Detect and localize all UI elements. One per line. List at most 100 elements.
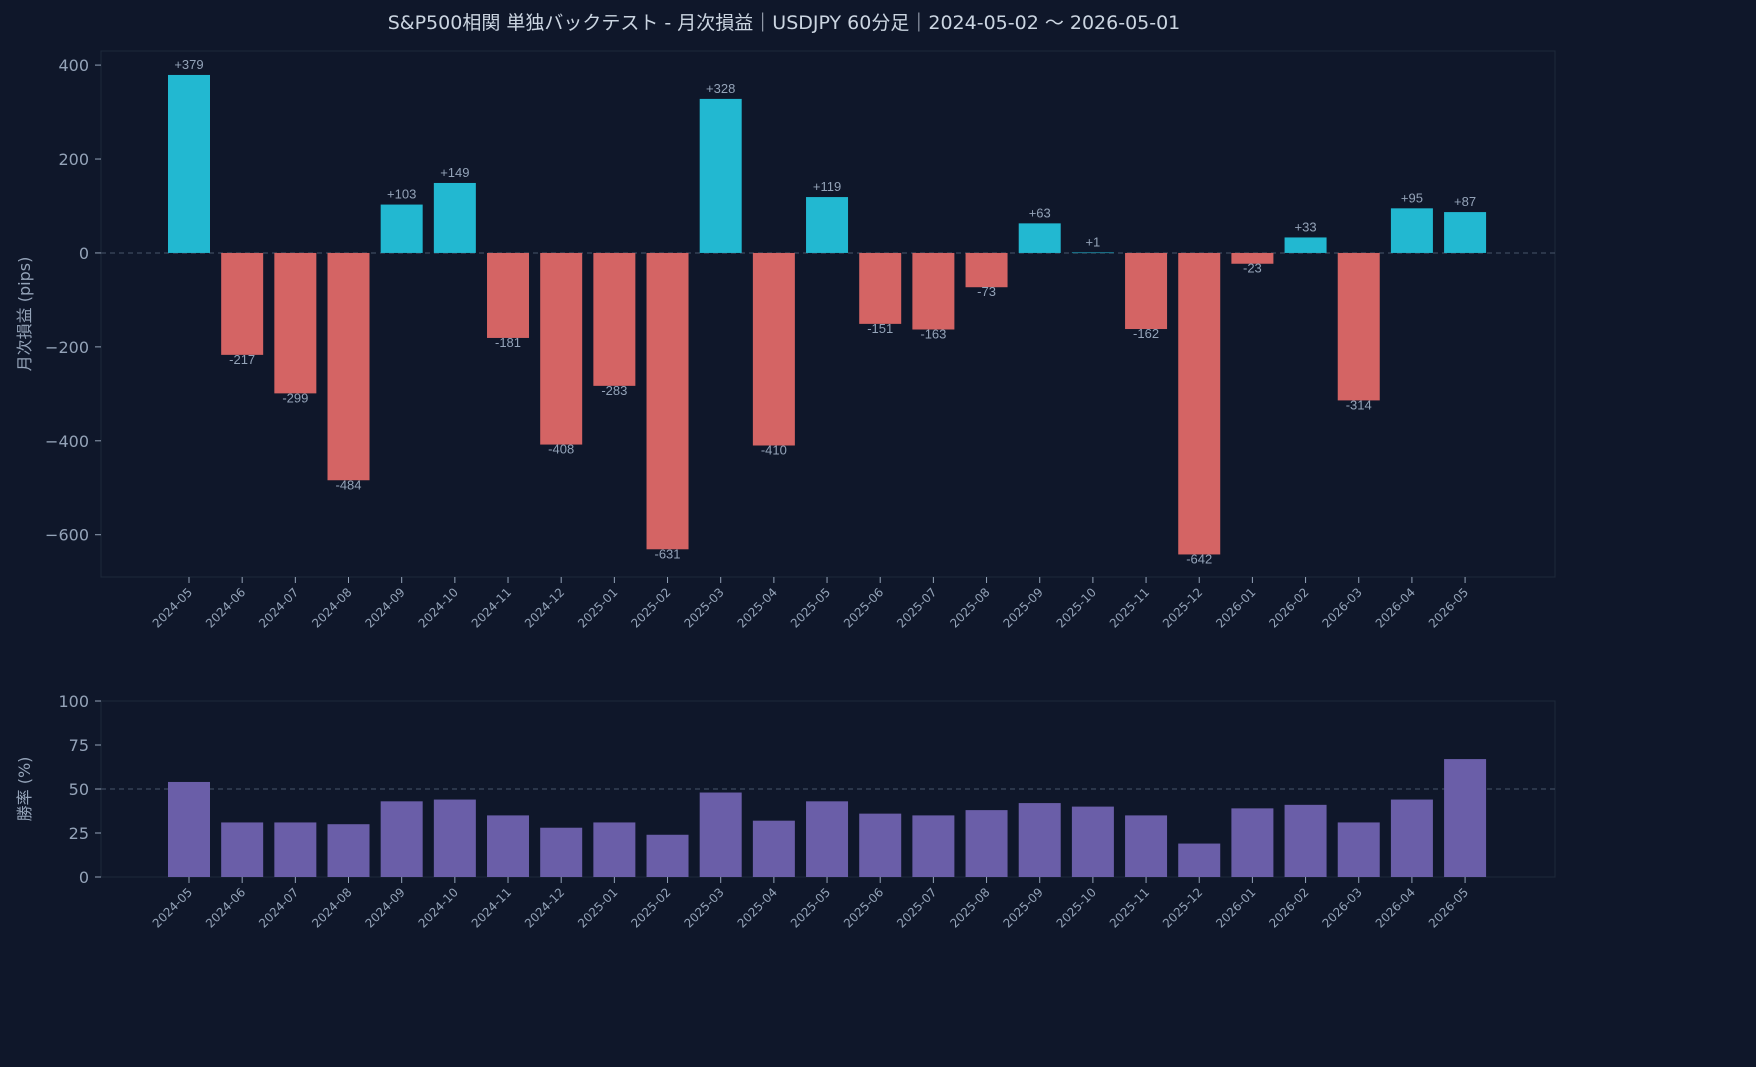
pnl-bar: [1178, 252, 1221, 555]
pnl-bar: [593, 252, 636, 386]
winrate-xtick-label: 2025-05: [788, 885, 833, 930]
pnl-xtick-label: 2025-02: [628, 585, 673, 630]
chart-svg: 400 200 0 −200 −400 −600 月次損益 (pips) +379 2024-0…: [15, 50, 1556, 931]
pnl-bar: [221, 252, 264, 355]
pnl-bar: [965, 252, 1008, 288]
pnl-ytick-label: −600: [45, 526, 89, 545]
winrate-xtick-label: 2025-01: [575, 885, 620, 930]
pnl-ytick-label: −400: [45, 432, 89, 451]
winrate-xtick-label: 2026-04: [1373, 885, 1418, 930]
winrate-bar: [646, 834, 689, 877]
chart-root: S&P500相関 単独バックテスト - 月次損益｜USDJPY 60分足｜202…: [15, 12, 1556, 931]
winrate-bar: [593, 822, 636, 877]
chart-title: S&P500相関 単独バックテスト - 月次損益｜USDJPY 60分足｜202…: [387, 12, 1181, 34]
winrate-bar: [221, 822, 264, 877]
pnl-data-label: -217: [229, 352, 255, 367]
winrate-bar: [540, 827, 583, 877]
pnl-data-label: -283: [601, 383, 627, 398]
pnl-bar: [380, 204, 423, 253]
pnl-xtick-label: 2025-04: [735, 585, 780, 630]
pnl-xtick-label: 2025-12: [1160, 585, 1205, 630]
winrate-xtick-label: 2026-01: [1213, 885, 1258, 930]
pnl-data-label: +95: [1401, 190, 1423, 205]
pnl-xtick-label: 2024-11: [469, 585, 514, 630]
winrate-bar: [1071, 806, 1114, 877]
winrate-xtick-label: 2025-02: [628, 885, 673, 930]
winrate-bar: [1178, 843, 1221, 877]
winrate-xtick-label: 2025-08: [947, 885, 992, 930]
pnl-data-label: +149: [440, 165, 469, 180]
pnl-data-label: +1: [1085, 234, 1100, 249]
pnl-xtick-label: 2024-07: [256, 585, 301, 630]
winrate-bar: [752, 820, 795, 877]
winrate-xtick-label: 2024-09: [362, 885, 407, 930]
pnl-bar: [1231, 252, 1274, 264]
winrate-xtick-label: 2026-02: [1266, 885, 1311, 930]
pnl-bar: [752, 252, 795, 446]
pnl-xtick-label: 2025-06: [841, 585, 886, 630]
winrate-ylabel: 勝率 (%): [15, 757, 34, 822]
pnl-data-label: -408: [548, 442, 574, 457]
pnl-data-label: +87: [1454, 194, 1476, 209]
pnl-xtick-label: 2026-03: [1320, 585, 1365, 630]
winrate-bar: [912, 815, 955, 877]
pnl-data-label: -163: [920, 326, 946, 341]
pnl-data-label: +379: [174, 57, 203, 72]
pnl-xtick-label: 2025-03: [681, 585, 726, 630]
pnl-data-label: -151: [867, 321, 893, 336]
winrate-bar: [1231, 808, 1274, 877]
pnl-xtick-label: 2025-10: [1054, 585, 1099, 630]
winrate-xtick-label: 2024-07: [256, 885, 301, 930]
winrate-bar: [806, 801, 849, 877]
pnl-data-label: -162: [1133, 326, 1159, 341]
winrate-xtick-label: 2024-08: [309, 885, 354, 930]
pnl-bar: [1390, 208, 1433, 253]
pnl-xtick-label: 2024-08: [309, 585, 354, 630]
winrate-xtick-label: 2025-04: [735, 885, 780, 930]
winrate-bar: [1337, 822, 1380, 877]
pnl-bar: [1337, 252, 1380, 401]
winrate-bar: [1284, 804, 1327, 877]
winrate-ytick-label: 50: [69, 780, 89, 799]
pnl-bar: [1018, 223, 1061, 253]
pnl-data-label: +33: [1295, 219, 1317, 234]
winrate-xtick-label: 2025-10: [1054, 885, 1099, 930]
pnl-xtick-label: 2024-10: [416, 585, 461, 630]
pnl-bar: [433, 182, 476, 253]
winrate-ytick-label: 100: [58, 692, 89, 711]
pnl-xtick-label: 2026-02: [1266, 585, 1311, 630]
pnl-xtick-label: 2024-06: [203, 585, 248, 630]
pnl-data-label: -181: [495, 335, 521, 350]
pnl-bar: [168, 74, 210, 253]
winrate-bar: [1390, 799, 1433, 877]
pnl-xtick-label: 2024-12: [522, 585, 567, 630]
pnl-ytick-label: −200: [45, 338, 89, 357]
winrate-bar: [380, 801, 423, 877]
pnl-bar: [327, 252, 370, 481]
pnl-xtick-label: 2025-07: [894, 585, 939, 630]
pnl-data-label: -410: [761, 443, 787, 458]
pnl-data-label: +63: [1029, 205, 1051, 220]
winrate-bar: [327, 824, 370, 877]
winrate-xtick-label: 2026-05: [1426, 885, 1471, 930]
pnl-bar: [859, 252, 902, 324]
pnl-bar: [540, 252, 583, 445]
winrate-bar: [1444, 759, 1487, 877]
pnl-xtick-label: 2024-09: [362, 585, 407, 630]
pnl-data-label: -23: [1243, 261, 1262, 276]
winrate-bar: [699, 792, 742, 877]
winrate-xtick-label: 2025-06: [841, 885, 886, 930]
pnl-bar: [487, 252, 530, 338]
pnl-xtick-label: 2026-01: [1213, 585, 1258, 630]
pnl-bar: [912, 252, 955, 330]
pnl-bar: [699, 98, 742, 253]
winrate-xtick-label: 2026-03: [1320, 885, 1365, 930]
winrate-bar: [168, 781, 210, 877]
pnl-bar: [1444, 212, 1487, 253]
pnl-data-label: +119: [813, 179, 841, 194]
pnl-xtick-label: 2025-01: [575, 585, 620, 630]
winrate-bar: [1018, 803, 1061, 877]
pnl-xtick-label: 2025-05: [788, 585, 833, 630]
winrate-bar: [487, 815, 530, 877]
pnl-bar: [646, 252, 689, 550]
